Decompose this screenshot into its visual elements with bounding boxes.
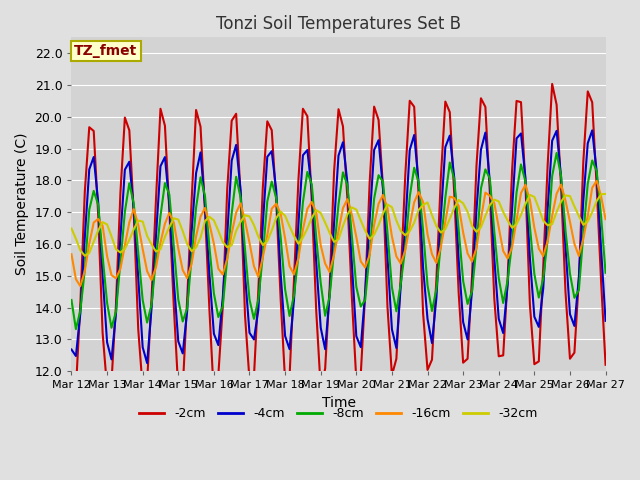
Legend: -2cm, -4cm, -8cm, -16cm, -32cm: -2cm, -4cm, -8cm, -16cm, -32cm — [134, 402, 543, 425]
Title: Tonzi Soil Temperatures Set B: Tonzi Soil Temperatures Set B — [216, 15, 461, 33]
Text: TZ_fmet: TZ_fmet — [74, 44, 138, 58]
X-axis label: Time: Time — [321, 396, 355, 410]
Y-axis label: Soil Temperature (C): Soil Temperature (C) — [15, 133, 29, 276]
